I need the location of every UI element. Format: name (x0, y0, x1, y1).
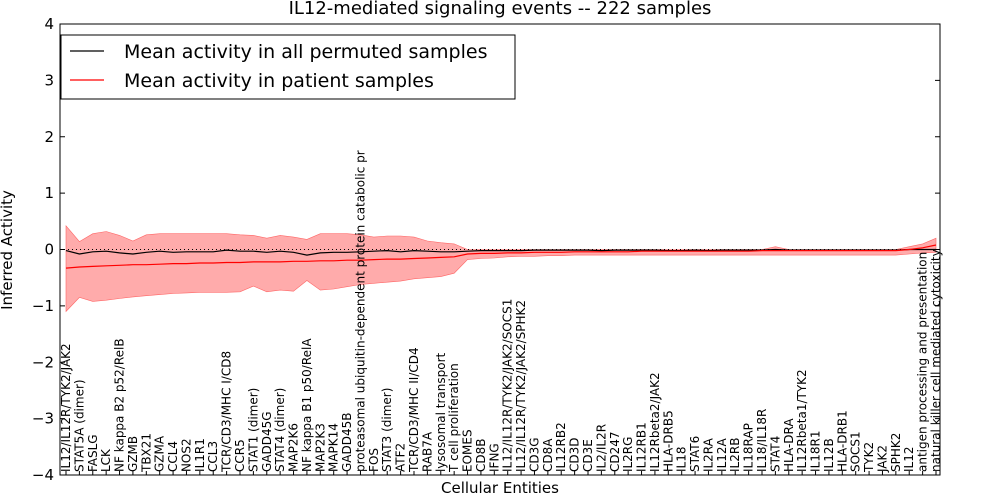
x-tick-label: STAT4 (768, 436, 782, 472)
x-tick-label: TBX21 (139, 433, 153, 473)
x-tick-label: ATF2 (394, 443, 408, 472)
x-tick-label: IL18R1 (809, 430, 823, 471)
x-tick-label: IL2RB (728, 438, 742, 472)
x-tick-label: FOS (367, 448, 381, 472)
x-tick-label: STAT6 (688, 436, 702, 472)
x-tick-label: IL12B (822, 438, 836, 472)
x-tick-label: LCK (99, 448, 113, 472)
x-tick-label: CD3E (581, 439, 595, 472)
x-tick-label: HLA-DRB1 (835, 410, 849, 472)
x-tick-label: IL12/IL12R/TYK2/JAK2 (59, 343, 73, 472)
x-tick-label: IL12/IL12R/TYK2/JAK2/SPHK2 (514, 300, 528, 472)
y-tick-label: 0 (44, 241, 54, 259)
x-tick-label: GZMA (153, 435, 167, 472)
x-tick-label: CCR5 (233, 439, 247, 472)
x-tick-label: CCL3 (206, 441, 220, 472)
x-tick-label: IL2/IL2R (594, 424, 608, 472)
legend-box (60, 34, 516, 100)
x-tick-label: RAB7A (420, 431, 434, 472)
x-axis-label: Cellular Entities (441, 479, 559, 497)
x-tick-label: SPHK2 (889, 433, 903, 472)
x-tick-label: FASLG (86, 434, 100, 472)
series-line-patient (65, 244, 937, 269)
x-tick-label: T cell proliferation (447, 363, 461, 473)
chart-title: IL12-mediated signaling events -- 222 sa… (289, 0, 712, 19)
y-tick-label: −2 (32, 353, 54, 371)
x-tick-label: STAT1 (dimer) (246, 388, 260, 472)
x-tick-label: IL12 (902, 446, 916, 472)
confidence-band (65, 224, 937, 313)
x-tick-label: proteasomal ubiquitin-dependent protein … (354, 150, 368, 472)
x-tick-label: GZMB (126, 436, 140, 472)
x-tick-label: CCL4 (166, 441, 180, 472)
x-tick-label: IL12A (715, 437, 729, 471)
x-tick-label: IL18RAP (742, 423, 756, 472)
x-tick-label: IL12Rbeta1/TYK2 (795, 369, 809, 472)
x-tick-label: TCR/CD3/MHC I/CD8 (220, 351, 234, 473)
legend-label-permuted: Mean activity in all permuted samples (124, 41, 487, 63)
x-tick-label: STAT3 (dimer) (380, 388, 394, 472)
x-tick-label: MAP2K6 (287, 423, 301, 472)
y-tick-label: −1 (32, 297, 54, 315)
x-tick-label: MAPK14 (327, 423, 341, 472)
plot-area: −4 −3 −2 −1 0 1 2 3 4 IL12/IL12R/TYK2/JAK2 STAT5A … (32, 15, 943, 484)
x-tick-label: IL12/IL12R/TYK2/JAK2/SOCS1 (501, 299, 515, 472)
x-tick-label: IL1R1 (193, 438, 207, 472)
x-tick-label: natural killer cell mediated cytoxicity (929, 249, 943, 472)
x-tick-label: IL2RG (621, 437, 635, 473)
x-tick-label: MAP2K3 (313, 423, 327, 472)
x-tick-label: IL18 (675, 447, 689, 473)
x-tick-label: IL12RB1 (635, 422, 649, 472)
x-tick-label: HLA-DRB5 (661, 410, 675, 472)
x-tick-label: NF kappa B1 p50/RelA (300, 338, 314, 472)
x-tick-label: CD8A (541, 438, 555, 472)
x-tick-label: IL2RA (702, 437, 716, 472)
y-tick-label: 2 (44, 128, 54, 146)
x-tick-label: IL12Rbeta2/JAK2 (648, 372, 662, 472)
x-tick-label: STAT4 (dimer) (273, 388, 287, 472)
x-tick-label: IL18/IL18R (755, 409, 769, 472)
x-tick-label: EOMES (461, 429, 475, 472)
x-tick-label: TCR/CD3/MHC II/CD4 (407, 347, 421, 473)
y-tick-label: 1 (44, 184, 54, 202)
x-tick-label: NF kappa B2 p52/RelB (113, 338, 127, 472)
x-tick-label: GADD45G (260, 411, 274, 472)
x-tick-label: STAT5A (dimer) (72, 379, 86, 472)
x-tick-label: CD3G (528, 437, 542, 472)
legend: Mean activity in all permuted samples Me… (60, 34, 516, 100)
x-tick-label: IFNG (487, 443, 501, 472)
x-tick-label: CD3D (568, 437, 582, 472)
x-tick-label: CD247 (608, 431, 622, 472)
y-tick-label: −3 (32, 410, 54, 428)
x-tick-label: IL12RB2 (554, 422, 568, 472)
x-tick-label: JAK2 (876, 445, 890, 473)
x-tick-label: CD8B (474, 438, 488, 472)
x-tick-label: antigen processing and presentation (916, 252, 930, 472)
y-tick-label: −4 (32, 466, 54, 484)
y-axis-label: Inferred Activity (0, 190, 16, 310)
x-tick-label: HLA-DRA (782, 418, 796, 472)
x-tick-label: SOCS1 (849, 431, 863, 472)
y-tick-label: 3 (44, 71, 54, 89)
x-tick-label: NOS2 (180, 438, 194, 472)
legend-label-patient: Mean activity in patient samples (124, 70, 434, 92)
x-tick-label: lysosomal transport (434, 352, 448, 472)
y-tick-label: 4 (44, 15, 54, 33)
x-tick-label: TYK2 (862, 442, 876, 473)
x-tick-label: GADD45B (340, 413, 354, 473)
